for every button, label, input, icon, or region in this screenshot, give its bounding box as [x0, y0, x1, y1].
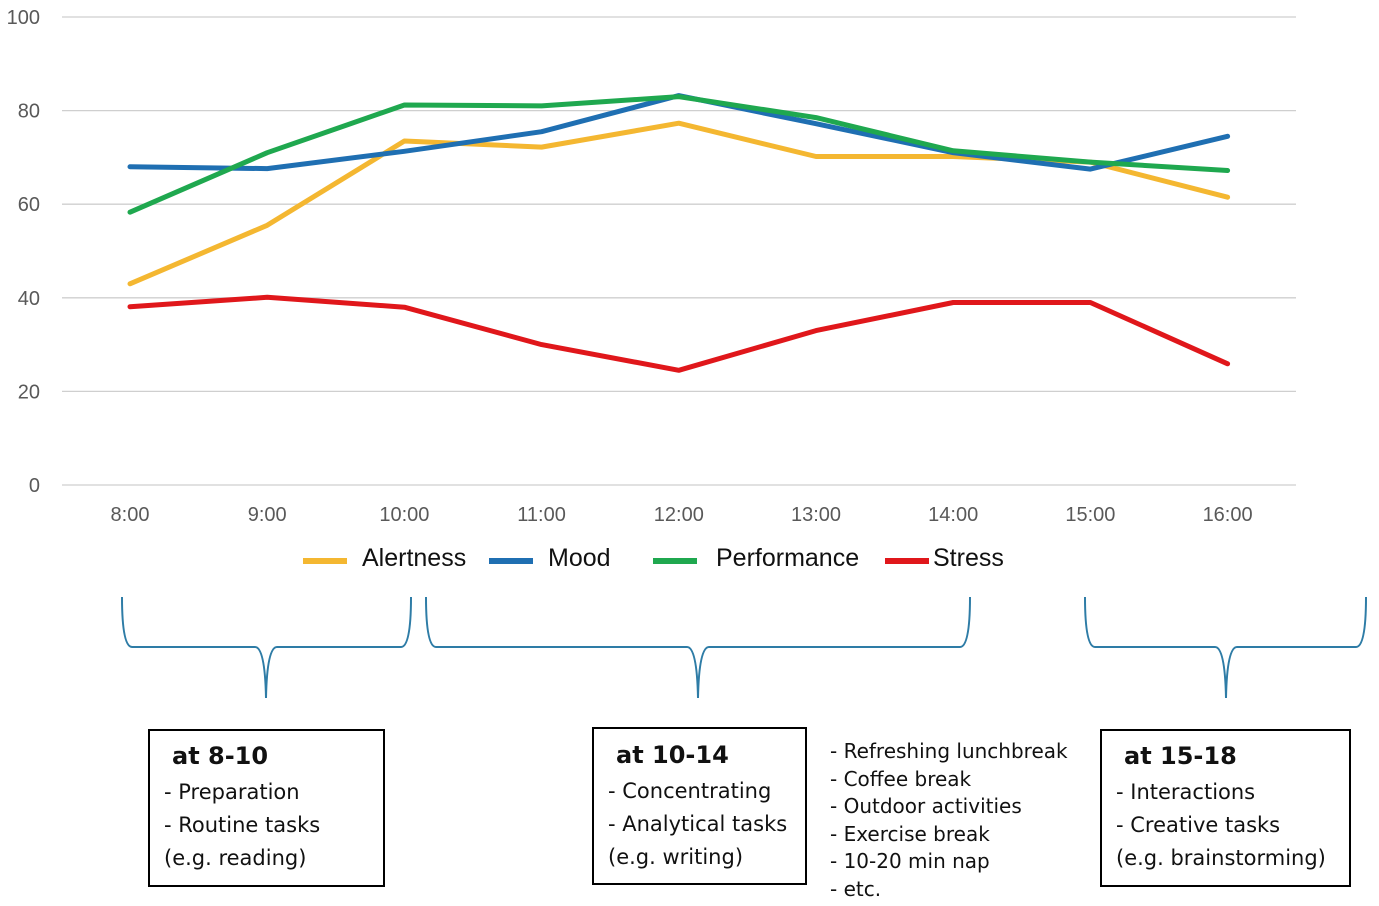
- legend-swatch: [653, 558, 697, 564]
- box-line: - Preparation: [164, 780, 300, 804]
- x-tick-label: 11:00: [517, 504, 566, 526]
- grid-lines: [62, 16, 1296, 486]
- time-range-braces: [121, 596, 1367, 699]
- x-tick-label: 10:00: [379, 504, 429, 526]
- x-tick-label: 12:00: [654, 504, 704, 526]
- legend-swatch: [885, 558, 929, 564]
- legend-label: Stress: [933, 544, 1004, 572]
- break-tip: - Refreshing lunchbreak: [830, 739, 1068, 763]
- box-line: - Analytical tasks: [608, 812, 788, 836]
- box-line: (e.g. reading): [164, 846, 307, 870]
- x-tick-label: 13:00: [791, 504, 841, 526]
- series-lines: [127, 93, 1231, 373]
- x-tick-label: 16:00: [1203, 504, 1253, 526]
- y-tick-label: 20: [18, 381, 40, 403]
- x-tick-label: 14:00: [928, 504, 978, 526]
- series-line-performance: [127, 94, 1231, 215]
- brace-15-18: [1084, 596, 1367, 699]
- legend-swatch: [303, 558, 347, 564]
- break-tip: - Exercise break: [830, 821, 990, 846]
- y-tick-label: 0: [29, 475, 40, 497]
- recommendation-box-10-14: at 10-14 - Concentrating - Analytical ta…: [592, 727, 807, 885]
- legend-label: Performance: [716, 544, 859, 572]
- y-tick-label: 100: [7, 7, 40, 29]
- recommendation-box-8-10: at 8-10 - Preparation - Routine tasks (e…: [148, 729, 385, 887]
- legend-label: Alertness: [362, 544, 466, 572]
- box-title: at 8-10: [172, 742, 269, 770]
- brace-10-14: [425, 596, 971, 699]
- box-title: at 15-18: [1124, 742, 1237, 770]
- break-tip: - 10-20 min nap: [830, 849, 990, 873]
- box-line: - Concentrating: [608, 779, 772, 803]
- box-line: - Routine tasks: [164, 813, 321, 837]
- x-axis-ticks: 8:00 9:00 10:00 11:00 12:00 13:00 14:00 15:00 16…: [111, 504, 1253, 526]
- y-axis-ticks: 0 20 40 60 80 100: [7, 7, 40, 497]
- break-tip: - Outdoor activities: [830, 794, 1022, 818]
- brace-8-10: [121, 596, 412, 699]
- box-line: - Interactions: [1116, 780, 1256, 804]
- x-tick-label: 9:00: [248, 504, 287, 526]
- box-title: at 10-14: [616, 741, 729, 769]
- box-line: (e.g. writing): [608, 845, 744, 869]
- x-tick-label: 15:00: [1065, 504, 1115, 526]
- break-tip: - Coffee break: [830, 766, 972, 791]
- series-line-alertness: [127, 120, 1231, 287]
- x-tick-label: 8:00: [111, 504, 150, 526]
- break-tip: - etc.: [830, 876, 882, 901]
- legend: Alertness Mood Performance Stress: [303, 544, 1004, 572]
- y-tick-label: 40: [18, 288, 40, 310]
- break-tips-list: - Refreshing lunchbreak - Coffee break -…: [830, 738, 1068, 903]
- series-line-stress: [127, 294, 1231, 373]
- recommendation-box-15-18: at 15-18 - Interactions - Creative tasks…: [1100, 729, 1351, 887]
- y-tick-label: 60: [18, 194, 40, 216]
- y-tick-label: 80: [18, 101, 40, 123]
- box-line: - Creative tasks: [1116, 813, 1281, 837]
- legend-swatch: [489, 558, 533, 564]
- legend-label: Mood: [548, 544, 611, 572]
- box-line: (e.g. brainstorming): [1116, 846, 1326, 870]
